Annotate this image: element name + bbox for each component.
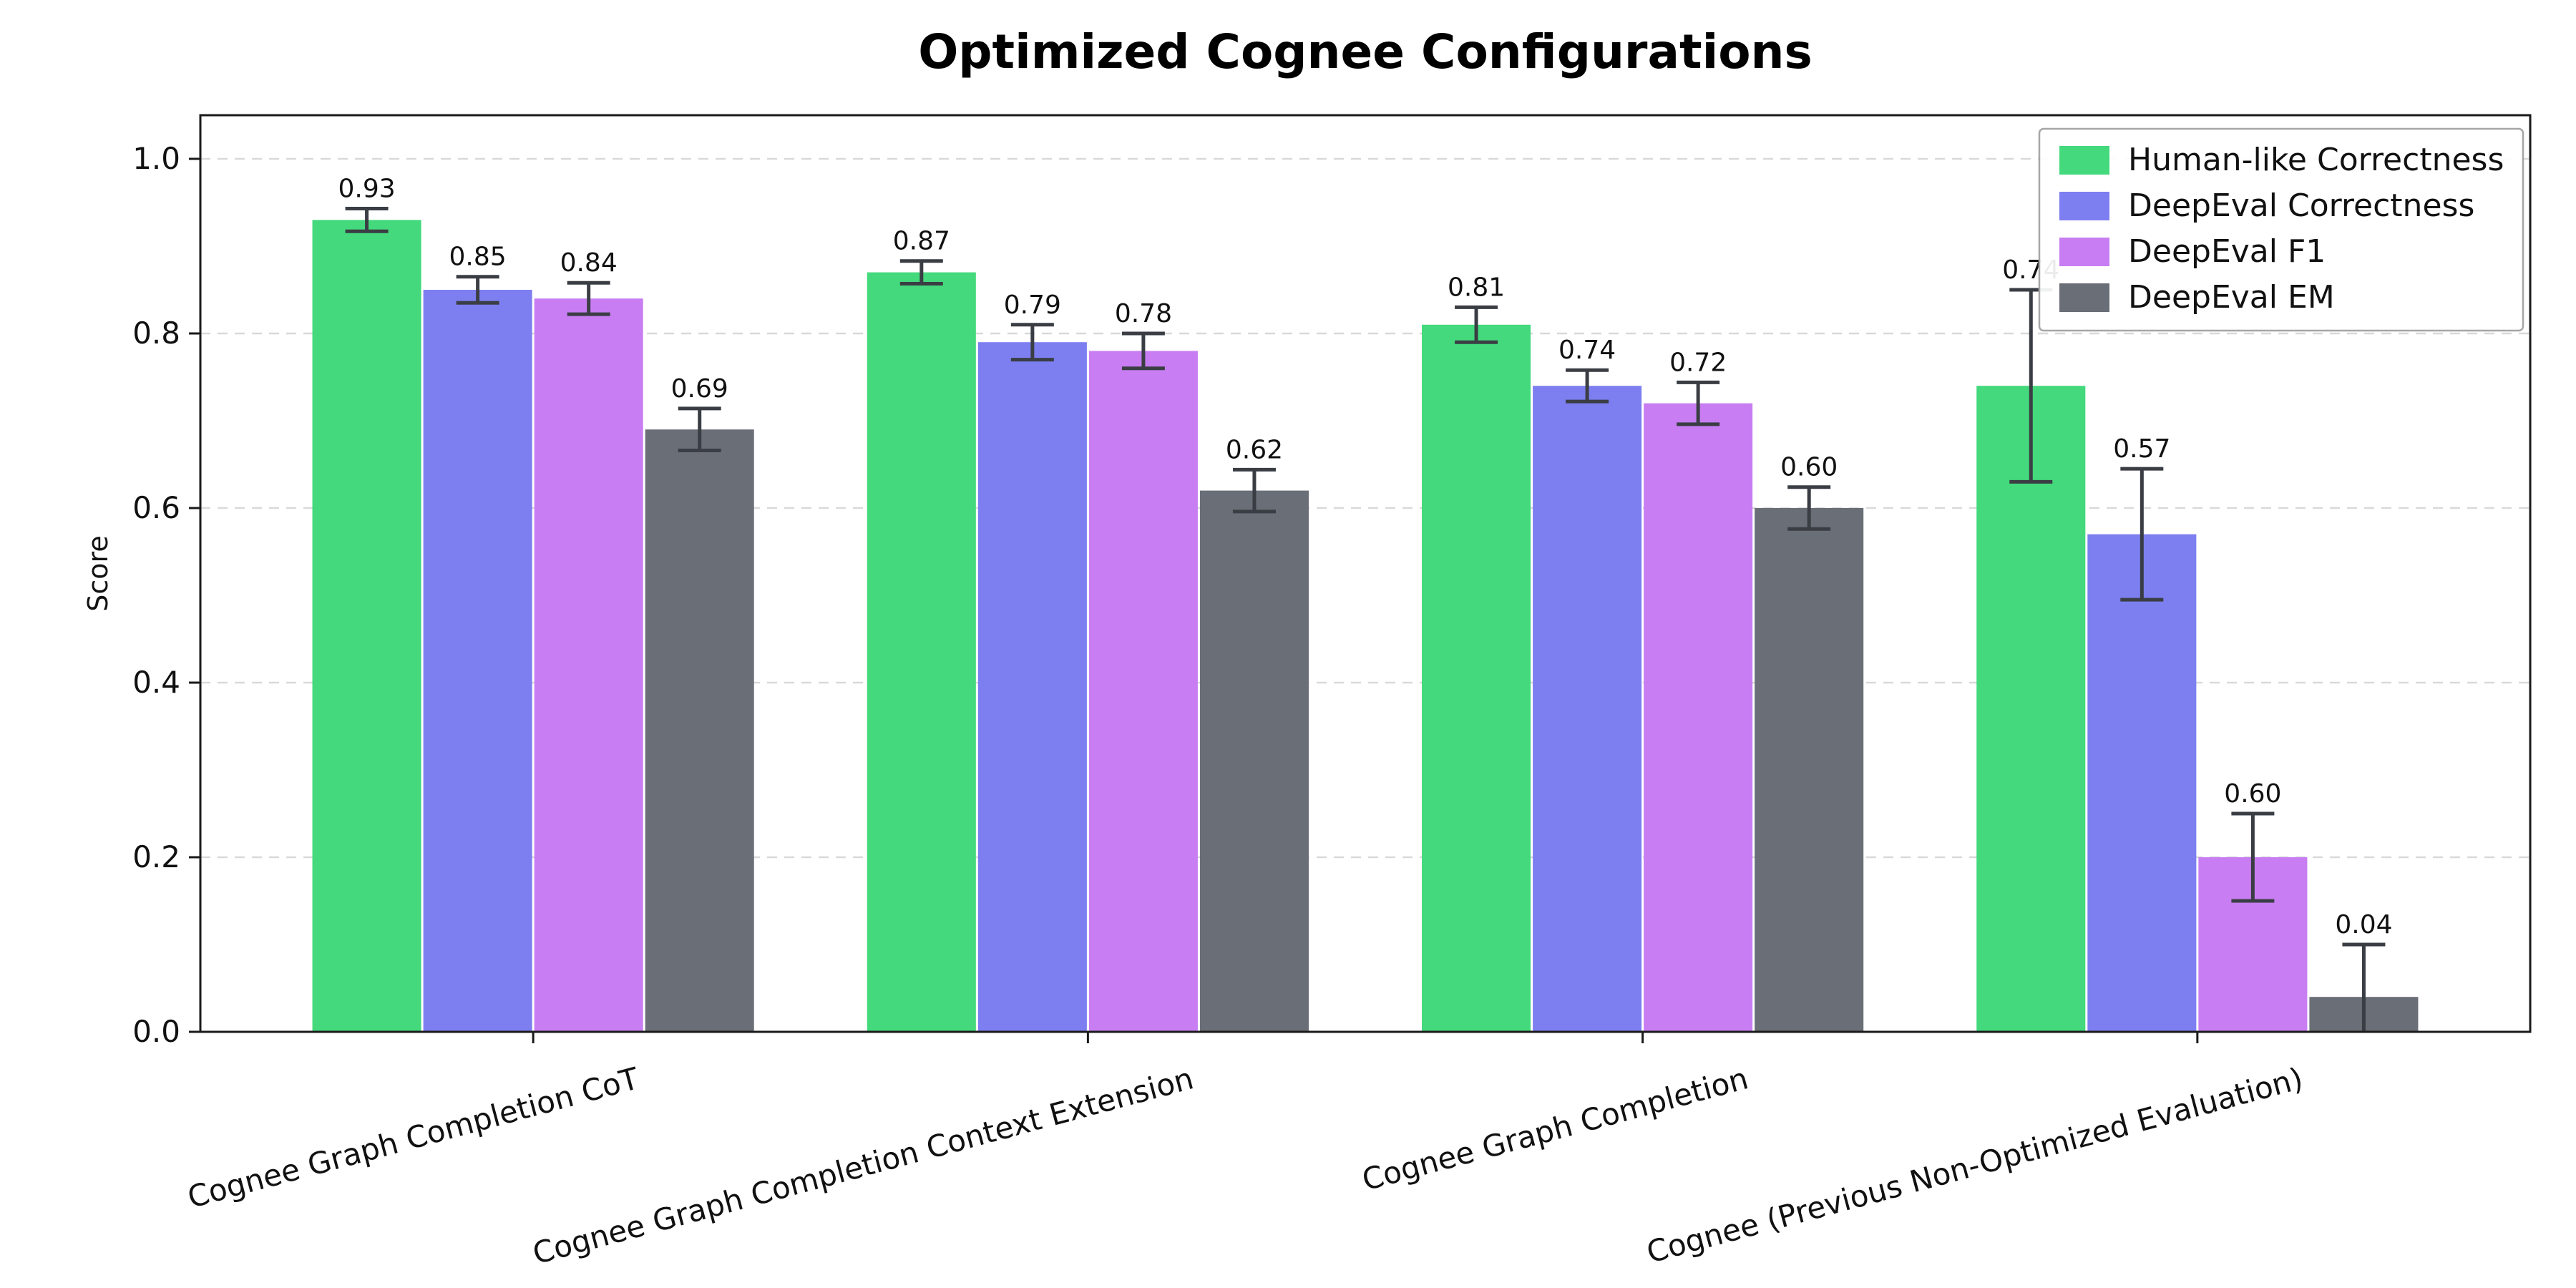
legend-label: DeepEval Correctness xyxy=(2128,187,2474,224)
bar xyxy=(1199,490,1309,1032)
y-tick-label: 0.2 xyxy=(132,839,180,874)
bar xyxy=(1755,508,1864,1032)
y-axis-label: Score xyxy=(82,535,114,611)
bar-value-label: 0.74 xyxy=(1558,336,1616,365)
bar xyxy=(2087,534,2197,1032)
bar-value-label: 0.85 xyxy=(449,243,507,272)
bar xyxy=(977,342,1087,1032)
legend-swatch xyxy=(2059,283,2109,312)
bar-value-label: 0.57 xyxy=(2113,434,2170,464)
bar xyxy=(1976,386,2086,1032)
plot-border xyxy=(199,114,2532,1033)
bar-value-label: 0.69 xyxy=(671,374,728,404)
bar-value-label: 0.60 xyxy=(2224,779,2281,809)
bar xyxy=(423,290,532,1032)
legend-label: Human-like Correctness xyxy=(2128,142,2504,178)
y-tick-label: 0.4 xyxy=(132,665,180,700)
bar xyxy=(645,429,754,1032)
bar-value-label: 0.84 xyxy=(560,248,618,278)
bar xyxy=(1088,351,1198,1032)
legend-swatch xyxy=(2059,146,2109,175)
bar xyxy=(1422,324,1531,1032)
bar-value-label: 0.78 xyxy=(1115,299,1172,328)
chart-title: Optimized Cognee Configurations xyxy=(918,24,1813,79)
bar-value-label: 0.87 xyxy=(893,227,950,256)
y-tick-label: 1.0 xyxy=(132,141,180,176)
legend xyxy=(2038,127,2524,332)
bar-value-label: 0.93 xyxy=(338,175,395,204)
bar xyxy=(1644,403,1753,1032)
bar-value-label: 0.62 xyxy=(1226,435,1283,464)
y-tick-label: 0.8 xyxy=(132,316,180,351)
legend-swatch xyxy=(2059,238,2109,266)
bar-value-label: 0.04 xyxy=(2335,910,2392,940)
y-tick-label: 0.6 xyxy=(132,490,180,525)
bar xyxy=(312,220,421,1032)
bar xyxy=(867,272,976,1033)
y-tick-label: 0.0 xyxy=(132,1014,180,1049)
bar-value-label: 0.60 xyxy=(1780,453,1838,482)
legend-label: DeepEval EM xyxy=(2128,279,2335,316)
bar-value-label: 0.72 xyxy=(1669,348,1727,377)
bar xyxy=(534,298,643,1033)
bar xyxy=(1533,386,1642,1032)
bar-value-label: 0.79 xyxy=(1004,291,1061,320)
legend-swatch xyxy=(2059,192,2109,220)
bar-value-label: 0.81 xyxy=(1448,273,1505,302)
legend-label: DeepEval F1 xyxy=(2128,233,2326,270)
